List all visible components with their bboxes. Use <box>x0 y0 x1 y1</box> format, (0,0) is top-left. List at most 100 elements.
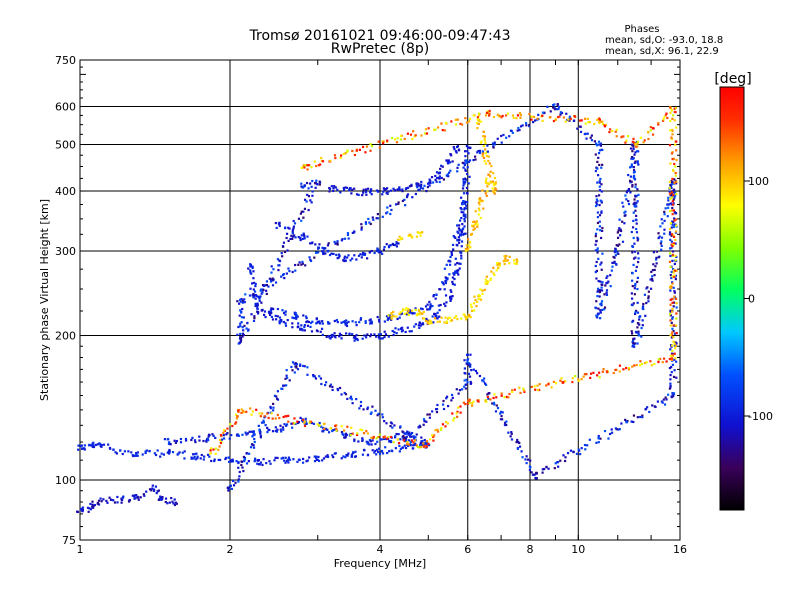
data-point <box>303 235 306 238</box>
data-point <box>635 309 638 313</box>
data-point <box>254 304 257 308</box>
data-point <box>389 424 392 428</box>
data-point <box>635 222 638 225</box>
data-point <box>405 313 408 316</box>
data-point <box>420 307 423 310</box>
data-point <box>174 501 177 504</box>
data-point <box>413 439 417 442</box>
data-point <box>284 414 287 418</box>
data-point <box>483 139 487 142</box>
data-point <box>595 314 598 317</box>
data-point <box>619 229 623 233</box>
data-point <box>669 309 672 312</box>
data-point <box>485 155 489 158</box>
data-point <box>252 288 255 291</box>
data-point <box>94 443 97 447</box>
data-point <box>381 416 384 419</box>
data-point <box>573 115 576 118</box>
data-point <box>437 126 440 129</box>
data-point <box>303 365 306 368</box>
data-point <box>572 119 576 123</box>
data-point <box>299 364 302 367</box>
data-point <box>386 437 389 440</box>
data-point <box>432 435 435 439</box>
data-point <box>492 115 495 119</box>
data-point <box>92 445 96 449</box>
data-point <box>633 364 636 367</box>
data-point <box>673 295 676 298</box>
data-point <box>632 236 635 240</box>
data-point <box>298 458 301 462</box>
data-point <box>384 187 388 191</box>
data-point <box>354 336 357 340</box>
data-point <box>635 150 639 153</box>
data-point <box>656 400 659 403</box>
data-point <box>278 322 281 325</box>
data-point <box>265 280 269 283</box>
data-point <box>670 137 674 140</box>
data-point <box>375 437 378 440</box>
data-point <box>105 499 108 503</box>
data-point <box>606 371 609 374</box>
data-point <box>311 179 314 183</box>
data-point <box>397 328 400 331</box>
data-point <box>504 114 508 117</box>
data-point <box>259 295 262 298</box>
data-point <box>462 213 466 217</box>
data-point <box>400 237 403 240</box>
data-point <box>390 208 393 212</box>
data-point <box>642 141 645 144</box>
data-point <box>284 461 287 464</box>
data-point <box>674 143 677 146</box>
data-point <box>601 252 604 255</box>
data-point <box>80 444 83 447</box>
data-point <box>436 311 439 314</box>
data-point <box>116 495 119 499</box>
data-point <box>355 334 358 337</box>
data-point <box>674 344 678 347</box>
data-point <box>331 454 334 457</box>
data-point <box>518 445 522 448</box>
data-point <box>675 332 678 335</box>
data-point <box>299 416 302 419</box>
data-point <box>431 410 434 413</box>
data-point <box>605 289 609 292</box>
data-point <box>426 413 429 416</box>
data-point <box>300 182 303 185</box>
data-point <box>371 405 374 408</box>
data-point <box>276 456 279 460</box>
data-point <box>515 258 518 261</box>
data-point <box>299 327 302 330</box>
data-point <box>456 224 459 227</box>
data-point <box>326 321 330 324</box>
data-point <box>217 458 220 462</box>
data-point <box>351 231 354 234</box>
data-point <box>497 262 500 266</box>
data-point <box>253 290 257 293</box>
data-point <box>214 447 217 450</box>
data-point <box>340 337 343 340</box>
data-point <box>663 219 666 222</box>
data-point <box>293 222 297 225</box>
data-point <box>618 428 621 431</box>
data-point <box>596 200 599 203</box>
data-point <box>361 453 365 456</box>
data-point <box>396 137 399 140</box>
data-point <box>624 418 627 421</box>
data-point <box>509 435 512 438</box>
data-point <box>466 316 469 319</box>
data-point <box>397 442 401 445</box>
data-point <box>377 333 380 336</box>
data-point <box>299 238 302 242</box>
data-point <box>224 456 228 460</box>
data-point <box>316 423 319 426</box>
data-point <box>401 326 404 329</box>
data-point <box>464 159 467 162</box>
data-point <box>484 399 487 402</box>
data-point <box>594 204 598 208</box>
data-point <box>602 368 605 371</box>
data-point <box>270 271 273 274</box>
data-point <box>469 303 473 306</box>
data-point <box>675 342 678 345</box>
data-point <box>343 257 346 260</box>
